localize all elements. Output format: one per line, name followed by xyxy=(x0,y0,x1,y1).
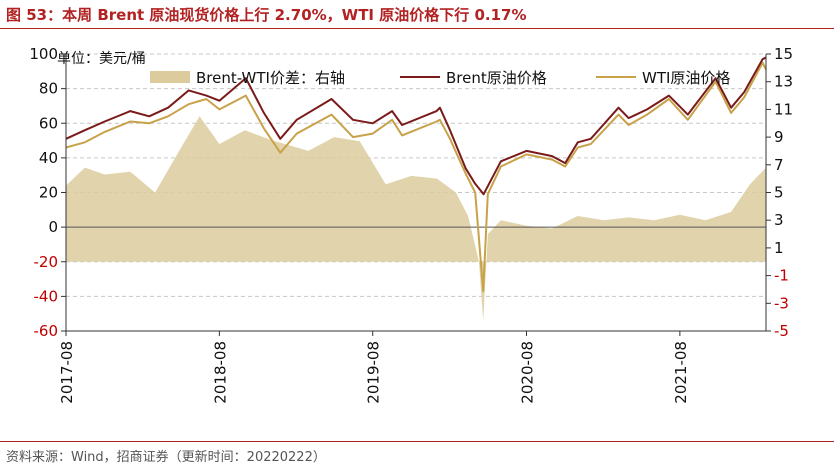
left-tick-label: -60 xyxy=(34,322,59,340)
source-note: 资料来源：Wind，招商证券（更新时间：20220222） xyxy=(6,450,326,465)
x-tick-label: 2017-08 xyxy=(58,341,76,404)
right-tick-label: 5 xyxy=(774,184,784,202)
spread-area xyxy=(66,116,766,322)
x-tick-label: 2019-08 xyxy=(365,341,383,404)
x-tick-label: 2018-08 xyxy=(211,341,229,404)
x-tick-label: 2020-08 xyxy=(519,341,537,404)
legend-label-brent: Brent原油价格 xyxy=(446,69,547,87)
right-tick-label: 9 xyxy=(774,128,784,146)
left-tick-label: 20 xyxy=(39,184,58,202)
right-tick-label: -5 xyxy=(774,322,789,340)
x-axis-ticks: 2017-08 2018-08 2019-08 2020-08 2021-08 xyxy=(58,331,690,404)
right-tick-label: 1 xyxy=(774,239,784,257)
right-tick-label: -3 xyxy=(774,294,789,312)
right-tick-label: -1 xyxy=(774,267,789,285)
right-axis-ticks: 15 13 11 9 7 5 3 1 -1 -3 -5 xyxy=(766,45,793,340)
brent-price-line xyxy=(65,56,767,196)
wti-price-line xyxy=(65,61,767,293)
left-tick-label: 60 xyxy=(39,114,58,132)
left-tick-label: -20 xyxy=(34,253,59,271)
left-tick-label: 80 xyxy=(39,80,58,98)
chart-title: 图 53：本周 Brent 原油现货价格上行 2.70%，WTI 原油价格下行 … xyxy=(6,6,527,24)
legend-label-spread: Brent-WTI价差：右轴 xyxy=(196,69,345,87)
price-lines-layer xyxy=(65,56,767,293)
right-tick-label: 7 xyxy=(774,156,784,174)
title-divider xyxy=(0,28,834,29)
legend-label-wti: WTI原油价格 xyxy=(642,69,730,87)
right-tick-label: 13 xyxy=(774,73,793,91)
left-tick-label: -40 xyxy=(34,287,59,305)
x-tick-label: 2021-08 xyxy=(672,341,690,404)
right-tick-label: 15 xyxy=(774,45,793,63)
left-tick-label: 100 xyxy=(29,45,58,63)
legend: Brent-WTI价差：右轴 Brent原油价格 WTI原油价格 xyxy=(150,69,730,87)
right-tick-label: 11 xyxy=(774,100,793,118)
left-axis-ticks: 100 80 60 40 20 0 -20 -40 -60 xyxy=(29,45,66,340)
legend-swatch-spread xyxy=(150,71,190,83)
spread-area-layer xyxy=(66,116,766,322)
unit-label: 单位：美元/桶 xyxy=(57,51,146,67)
source-divider xyxy=(0,441,834,442)
left-tick-label: 40 xyxy=(39,149,58,167)
left-tick-label: 0 xyxy=(48,218,58,236)
right-tick-label: 3 xyxy=(774,211,784,229)
